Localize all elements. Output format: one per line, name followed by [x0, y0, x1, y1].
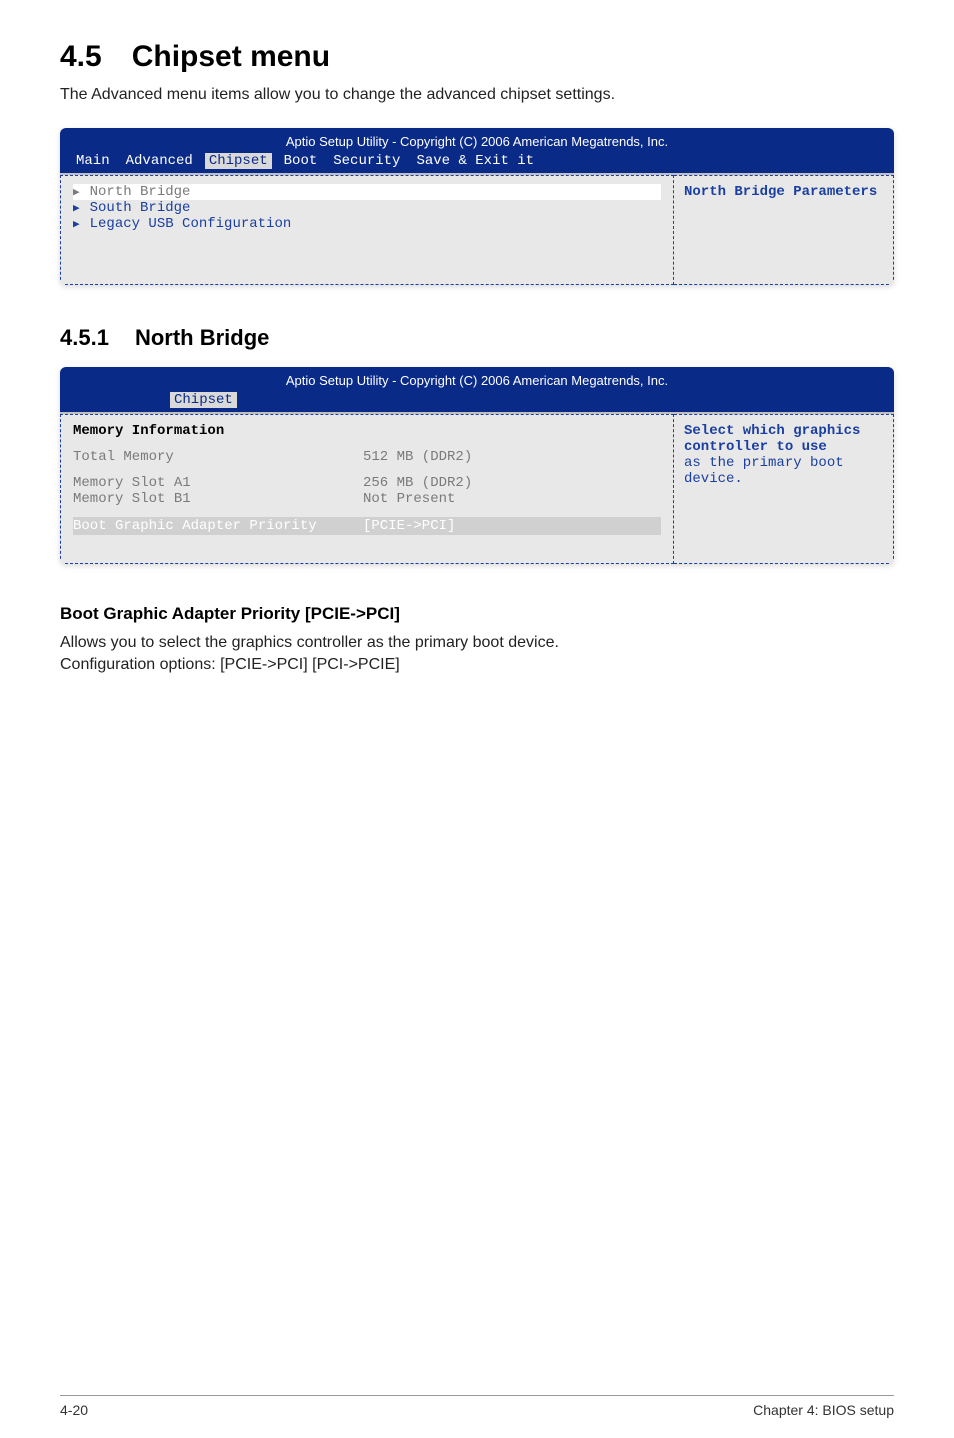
bios-tab-bar-single: Chipset [60, 390, 894, 414]
bios-body: Memory Information Total Memory 512 MB (… [60, 414, 894, 564]
row-total-memory: Total Memory 512 MB (DDR2) [73, 449, 661, 465]
tab-save-exit[interactable]: Save & Exit it [412, 153, 538, 169]
subsection-number: 4.5.1 [60, 325, 109, 350]
page-number: 4-20 [60, 1402, 88, 1418]
bios-help-pane: North Bridge Parameters [674, 175, 894, 285]
spacer [73, 465, 661, 475]
bios-main-pane: North Bridge South Bridge Legacy USB Con… [60, 175, 674, 285]
bios-help-pane: Select which graphics controller to use … [674, 414, 894, 564]
tab-advanced[interactable]: Advanced [122, 153, 197, 169]
row-label: Memory Slot B1 [73, 491, 363, 507]
help-text: North Bridge Parameters [684, 184, 877, 200]
bios-header: Aptio Setup Utility - Copyright (C) 2006… [60, 367, 894, 390]
bios-tab-bar: Main Advanced Chipset Boot Security Save… [60, 151, 894, 175]
row-value: 512 MB (DDR2) [363, 449, 472, 465]
heading-text: Memory Information [73, 423, 224, 439]
help-line: controller to use [684, 439, 883, 455]
subsection-name: North Bridge [135, 325, 269, 350]
spacer [73, 439, 661, 449]
menu-label: South Bridge [90, 200, 191, 216]
row-memory-slot-a1: Memory Slot A1 256 MB (DDR2) [73, 475, 661, 491]
chapter-label: Chapter 4: BIOS setup [753, 1402, 894, 1418]
menu-label: North Bridge [90, 184, 191, 200]
paragraph-line: Configuration options: [PCIE->PCI] [PCI-… [60, 654, 894, 676]
menu-item-north-bridge[interactable]: North Bridge [73, 184, 661, 200]
section-name: Chipset menu [132, 40, 330, 73]
bios-panel-north-bridge: Aptio Setup Utility - Copyright (C) 2006… [60, 367, 894, 564]
menu-item-legacy-usb[interactable]: Legacy USB Configuration [73, 216, 661, 232]
bios-body: North Bridge South Bridge Legacy USB Con… [60, 175, 894, 285]
bios-main-pane: Memory Information Total Memory 512 MB (… [60, 414, 674, 564]
chevron-right-icon [73, 200, 84, 216]
tab-chipset-only[interactable]: Chipset [170, 392, 237, 408]
help-line: Select which graphics [684, 423, 883, 439]
page-footer: 4-20 Chapter 4: BIOS setup [60, 1395, 894, 1418]
section-title: 4.5 Chipset menu [60, 40, 894, 74]
menu-item-south-bridge[interactable]: South Bridge [73, 200, 661, 216]
section-description: The Advanced menu items allow you to cha… [60, 86, 894, 104]
tab-chipset[interactable]: Chipset [205, 153, 272, 169]
row-boot-graphic-priority[interactable]: Boot Graphic Adapter Priority [PCIE->PCI… [73, 517, 661, 535]
subsection-title: 4.5.1 North Bridge [60, 325, 894, 351]
row-value: Not Present [363, 491, 455, 507]
row-memory-slot-b1: Memory Slot B1 Not Present [73, 491, 661, 507]
chevron-right-icon [73, 184, 84, 200]
spacer [73, 507, 661, 517]
row-label: Total Memory [73, 449, 363, 465]
bios-header: Aptio Setup Utility - Copyright (C) 2006… [60, 128, 894, 151]
row-label: Boot Graphic Adapter Priority [73, 518, 363, 534]
memory-info-heading: Memory Information [73, 423, 661, 439]
bios-panel-chipset: Aptio Setup Utility - Copyright (C) 2006… [60, 128, 894, 285]
tab-security[interactable]: Security [329, 153, 404, 169]
row-value: 256 MB (DDR2) [363, 475, 472, 491]
paragraph-title: Boot Graphic Adapter Priority [PCIE->PCI… [60, 604, 894, 624]
tab-boot[interactable]: Boot [280, 153, 322, 169]
menu-label: Legacy USB Configuration [90, 216, 292, 232]
help-line: device. [684, 471, 883, 487]
row-value: [PCIE->PCI] [363, 518, 455, 534]
chevron-right-icon [73, 216, 84, 232]
help-line: as the primary boot [684, 455, 883, 471]
row-label: Memory Slot A1 [73, 475, 363, 491]
tab-main[interactable]: Main [72, 153, 114, 169]
section-number: 4.5 [60, 40, 102, 73]
paragraph-line: Allows you to select the graphics contro… [60, 632, 894, 654]
